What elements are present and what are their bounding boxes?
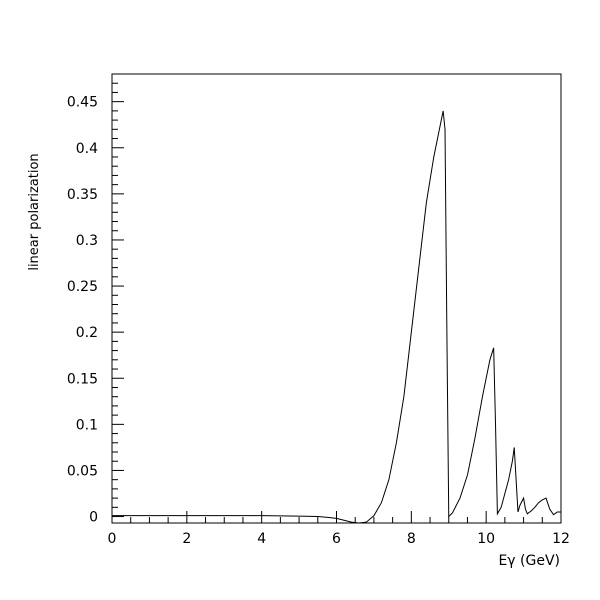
x-tick-label: 0 <box>108 531 117 547</box>
x-tick-labels: 0 2 4 6 8 10 12 <box>108 531 570 547</box>
y-axis-label: linear polarization <box>27 153 42 270</box>
y-tick-label: 0.2 <box>76 325 98 341</box>
y-tick-label: 0 <box>89 510 98 526</box>
x-axis-label: Eγ (GeV) <box>498 553 560 569</box>
x-tick-label: 2 <box>182 531 191 547</box>
x-tick-label: 8 <box>407 531 416 547</box>
y-tick-label: 0.15 <box>67 371 98 387</box>
y-tick-label: 0.3 <box>76 233 98 249</box>
y-tick-label: 0.35 <box>67 187 98 203</box>
x-tick-label: 6 <box>332 531 341 547</box>
plot-frame <box>111 73 562 524</box>
x-tick-label: 4 <box>257 531 266 547</box>
y-tick-label: 0.45 <box>67 95 98 111</box>
x-tick-label: 10 <box>477 531 495 547</box>
x-tick-label: 12 <box>552 531 570 547</box>
y-tick-label: 0.25 <box>67 279 98 295</box>
series-line <box>112 110 561 524</box>
y-tick-label: 0.05 <box>67 463 98 479</box>
y-tick-label: 0.1 <box>76 417 98 433</box>
x-ticks <box>111 511 562 523</box>
y-tick-label: 0.4 <box>76 141 98 157</box>
y-tick-labels: 0 0.05 0.1 0.15 0.2 0.25 0.3 0.35 0.4 0.45 <box>67 95 98 526</box>
y-ticks <box>112 73 124 518</box>
